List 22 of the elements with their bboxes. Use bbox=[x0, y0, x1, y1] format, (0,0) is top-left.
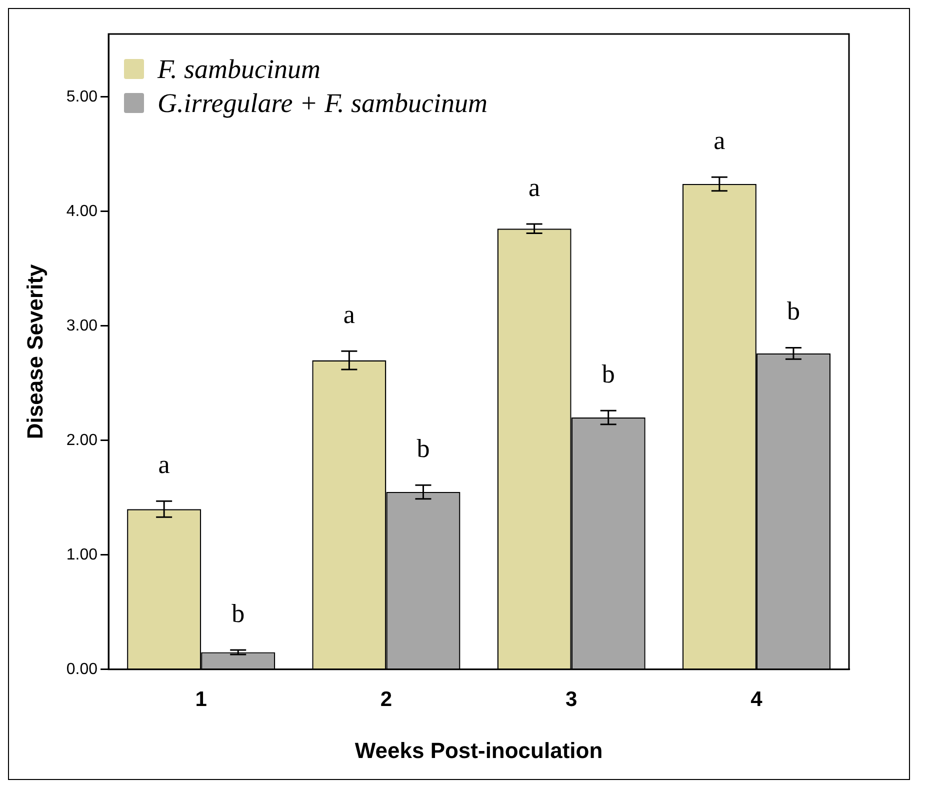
y-tick-label: 1.00 bbox=[66, 546, 98, 564]
data-label: b bbox=[602, 359, 615, 388]
y-axis-title: Disease Severity bbox=[22, 263, 48, 440]
x-tick-label: 4 bbox=[750, 688, 763, 711]
y-tick-label: 5.00 bbox=[66, 88, 98, 106]
x-axis-title: Weeks Post-inoculation bbox=[354, 738, 603, 763]
y-tick-label: 0.00 bbox=[66, 660, 98, 678]
y-tick-label: 4.00 bbox=[66, 202, 98, 220]
data-label: a bbox=[158, 450, 170, 479]
data-label: b bbox=[786, 296, 800, 326]
x-tick-label: 1 bbox=[195, 688, 208, 711]
data-label: a bbox=[343, 300, 356, 329]
data-label: b bbox=[232, 598, 245, 628]
data-label: b bbox=[416, 434, 430, 463]
y-tick-label: 3.00 bbox=[66, 317, 98, 334]
x-tick-label: 2 bbox=[380, 688, 392, 711]
x-tick-label: 3 bbox=[565, 688, 578, 711]
legend-label: G.irregulare + F. sambucinum bbox=[158, 87, 488, 120]
y-tick-label: 2.00 bbox=[66, 432, 98, 449]
legend-label: F. sambucinum bbox=[158, 53, 321, 86]
data-label: a bbox=[714, 126, 726, 155]
data-label: a bbox=[528, 172, 541, 202]
